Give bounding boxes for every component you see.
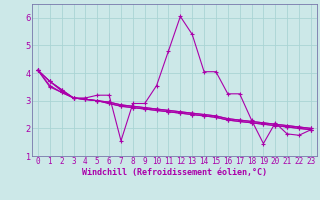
X-axis label: Windchill (Refroidissement éolien,°C): Windchill (Refroidissement éolien,°C): [82, 168, 267, 177]
